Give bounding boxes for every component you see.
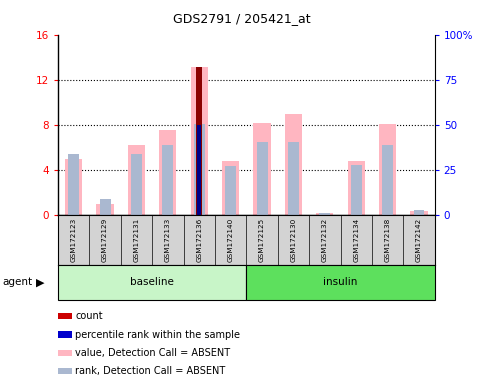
Bar [58,313,71,319]
Bar [198,125,201,215]
Text: GSM172133: GSM172133 [165,217,171,262]
Text: GSM172134: GSM172134 [353,217,359,262]
Bar [197,67,202,215]
Text: rank, Detection Call = ABSENT: rank, Detection Call = ABSENT [75,366,226,376]
Bar [288,142,299,215]
Text: count: count [75,311,103,321]
Bar [65,159,82,215]
Bar [411,210,427,215]
Text: insulin: insulin [323,277,358,287]
Bar [97,204,114,215]
Text: GSM172136: GSM172136 [196,217,202,262]
Bar [58,350,71,356]
Bar [222,161,239,215]
Bar [58,331,71,338]
Bar [68,154,79,215]
Text: GSM172132: GSM172132 [322,217,328,262]
Bar [246,265,435,300]
Bar [285,114,302,215]
Bar [58,265,246,300]
Text: GSM172129: GSM172129 [102,217,108,262]
Bar [382,145,393,215]
Bar [348,161,365,215]
Bar [159,131,176,215]
Bar [413,210,425,215]
Text: ▶: ▶ [36,277,45,287]
Bar [128,145,145,215]
Bar [379,124,396,215]
Text: GDS2791 / 205421_at: GDS2791 / 205421_at [173,12,310,25]
Text: GSM172125: GSM172125 [259,217,265,262]
Bar [99,199,111,215]
Bar [58,368,71,374]
Bar [191,67,208,215]
Text: GSM172140: GSM172140 [227,217,234,262]
Bar [162,145,173,215]
Text: percentile rank within the sample: percentile rank within the sample [75,329,240,339]
Bar [194,124,205,215]
Text: GSM172123: GSM172123 [71,217,77,262]
Text: baseline: baseline [130,277,174,287]
Text: agent: agent [2,277,32,287]
Bar [256,142,268,215]
Bar [131,154,142,215]
Bar [319,213,330,215]
Text: value, Detection Call = ABSENT: value, Detection Call = ABSENT [75,348,230,358]
Bar [316,214,333,215]
Text: GSM172131: GSM172131 [133,217,140,262]
Text: GSM172138: GSM172138 [384,217,391,262]
Text: GSM172130: GSM172130 [290,217,297,262]
Bar [351,164,362,215]
Bar [254,122,270,215]
Text: GSM172142: GSM172142 [416,217,422,262]
Bar [225,166,236,215]
